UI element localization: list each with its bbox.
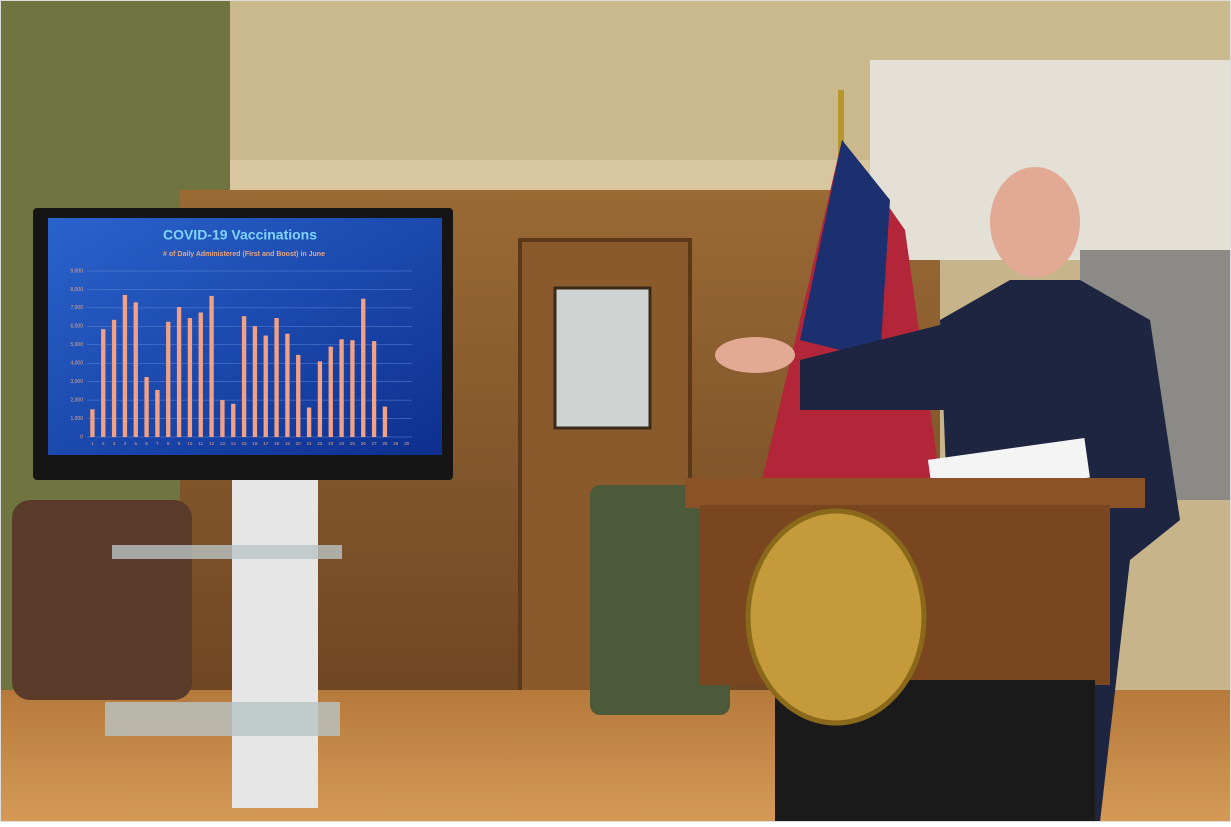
y-tick-label: 8,000 <box>70 287 83 293</box>
bar <box>177 307 181 437</box>
bar <box>101 329 105 437</box>
x-tick-label: 14 <box>231 441 237 446</box>
bar <box>339 339 343 437</box>
tv-stand <box>232 478 318 808</box>
bar <box>274 318 278 437</box>
x-tick-label: 25 <box>350 441 356 446</box>
bar <box>318 361 322 437</box>
x-tick-label: 28 <box>382 441 388 446</box>
x-tick-label: 27 <box>372 441 378 446</box>
bar <box>329 347 333 437</box>
x-tick-label: 16 <box>252 441 258 446</box>
hand <box>715 337 795 373</box>
x-tick-label: 30 <box>404 441 410 446</box>
bar <box>253 326 257 437</box>
bar <box>372 341 376 437</box>
bar <box>242 316 246 437</box>
bar <box>209 296 213 437</box>
bar <box>166 322 170 437</box>
x-tick-label: 22 <box>317 441 323 446</box>
glass-shelf <box>105 702 340 736</box>
bar <box>123 295 127 437</box>
x-tick-label: 11 <box>198 441 203 446</box>
state-seal <box>748 511 924 723</box>
armchair <box>12 500 192 700</box>
x-tick-label: 26 <box>361 441 367 446</box>
x-tick-label: 19 <box>285 441 291 446</box>
y-tick-label: 5,000 <box>70 342 83 348</box>
bar <box>296 355 300 437</box>
bar <box>90 409 94 437</box>
bar <box>307 407 311 437</box>
x-tick-label: 10 <box>187 441 193 446</box>
bar <box>220 400 224 437</box>
bar <box>144 377 148 437</box>
x-tick-label: 12 <box>209 441 215 446</box>
y-tick-label: 3,000 <box>70 379 83 385</box>
x-tick-label: 29 <box>393 441 399 446</box>
y-tick-label: 7,000 <box>70 305 83 311</box>
glass-shelf <box>112 545 342 559</box>
bar <box>285 334 289 437</box>
x-tick-label: 21 <box>307 441 313 446</box>
bar <box>231 404 235 437</box>
podium-top <box>685 478 1145 508</box>
x-tick-label: 13 <box>220 441 226 446</box>
bar <box>112 320 116 437</box>
bar <box>188 318 192 437</box>
y-tick-label: 6,000 <box>70 324 83 330</box>
head <box>990 167 1080 277</box>
x-tick-label: 23 <box>328 441 334 446</box>
y-tick-label: 0 <box>80 434 83 440</box>
bar <box>361 299 365 437</box>
x-tick-label: 20 <box>296 441 302 446</box>
y-tick-label: 4,000 <box>70 361 83 367</box>
y-tick-label: 2,000 <box>70 397 83 403</box>
bar <box>383 407 387 437</box>
door-window <box>555 288 650 428</box>
x-tick-label: 15 <box>242 441 248 446</box>
x-tick-label: 17 <box>263 441 269 446</box>
x-tick-label: 18 <box>274 441 280 446</box>
photo: COVID-19 Vaccinations # of Daily Adminis… <box>0 0 1231 822</box>
y-tick-label: 9,000 <box>70 268 83 274</box>
bar <box>350 340 354 437</box>
bar <box>264 336 268 437</box>
x-tick-label: 24 <box>339 441 345 446</box>
y-tick-label: 1,000 <box>70 416 83 422</box>
bar <box>155 390 159 437</box>
bar <box>134 302 138 437</box>
chart-subtitle: # of Daily Administered (First and Boost… <box>163 251 325 258</box>
chart-title: COVID-19 Vaccinations <box>163 227 317 243</box>
bar <box>199 313 203 438</box>
